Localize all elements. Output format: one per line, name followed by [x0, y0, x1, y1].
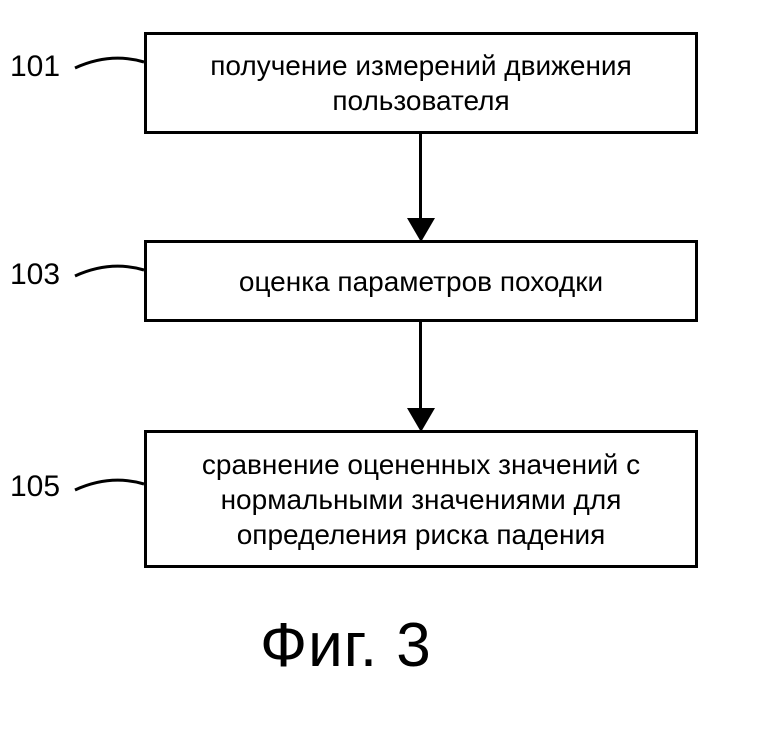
figure-caption: Фиг. 3: [260, 610, 432, 681]
